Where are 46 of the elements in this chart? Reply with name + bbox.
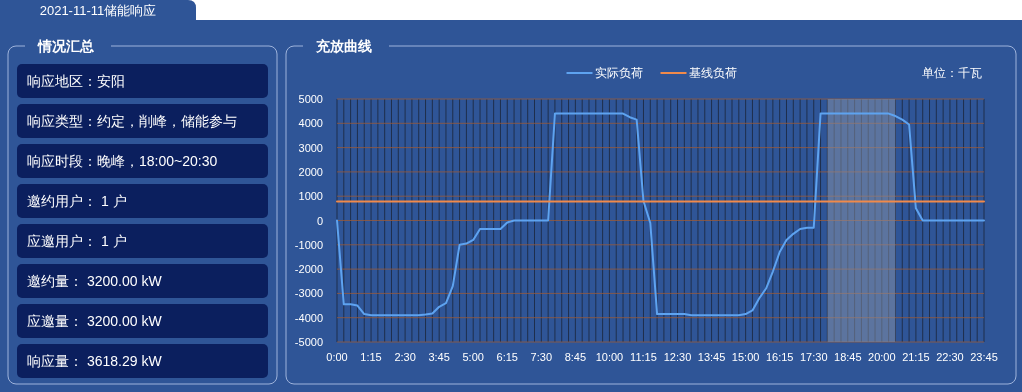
x-tick-label: 12:30 <box>663 351 692 363</box>
y-tick-label: 2000 <box>298 165 323 178</box>
x-tick-label: 16:15 <box>765 351 794 363</box>
x-tick-label: 5:00 <box>462 351 484 363</box>
text: 响应类型：约定，削峰，储能参与 <box>27 113 237 129</box>
text: 情况汇总 <box>37 38 94 54</box>
legend-label: 基线负荷 <box>688 66 737 80</box>
x-tick-label: 10:00 <box>595 351 624 363</box>
x-tick-label: 23:45 <box>970 351 998 363</box>
y-tick-label: 1000 <box>298 190 323 203</box>
x-tick-label: 20:00 <box>868 351 896 363</box>
x-tick-label: 22:30 <box>936 351 964 363</box>
x-tick-label: 15:00 <box>731 351 760 363</box>
chart-title: 充放曲线 <box>315 38 372 54</box>
x-tick-label: 1:15 <box>360 351 382 363</box>
y-tick-label: 0 <box>316 214 323 227</box>
y-tick-label: -1000 <box>294 238 323 251</box>
text: 响应地区：安阳 <box>27 73 125 89</box>
x-tick-label: 0:00 <box>326 351 348 363</box>
y-axis-title: 单位：千瓦 <box>922 66 982 80</box>
y-tick-label: -2000 <box>294 263 323 276</box>
y-tick-label: 3000 <box>298 141 323 154</box>
text: 应邀用户： 1 户 <box>27 233 127 249</box>
x-tick-label: 11:15 <box>630 351 657 363</box>
text: 2021-11-11储能响应 <box>39 3 157 18</box>
text: 邀约量： 3200.00 kW <box>27 273 163 289</box>
x-tick-label: 7:30 <box>530 351 553 363</box>
x-tick-label: 3:45 <box>428 351 450 363</box>
legend-label: 实际负荷 <box>594 66 643 80</box>
x-tick-label: 21:15 <box>902 351 930 363</box>
text: 响应时段：晚峰，18:00~20:30 <box>27 153 218 169</box>
line-series <box>336 112 985 317</box>
y-tick-label: -4000 <box>294 311 323 324</box>
x-tick-label: 13:45 <box>697 351 726 363</box>
x-tick-label: 18:45 <box>834 351 862 363</box>
x-tick-label: 8:45 <box>564 351 587 363</box>
x-tick-label: 6:15 <box>496 351 518 363</box>
y-tick-label: 5000 <box>298 93 323 105</box>
y-tick-label: -5000 <box>294 336 323 348</box>
text: 邀约用户： 1 户 <box>27 193 127 209</box>
x-tick-label: 17:30 <box>799 351 828 363</box>
y-tick-label: -3000 <box>294 287 323 300</box>
text: 应邀量： 3200.00 kW <box>27 313 163 329</box>
text: 响应量： 3618.29 kW <box>27 353 163 369</box>
y-tick-label: 4000 <box>298 117 323 130</box>
x-tick-label: 2:30 <box>394 351 416 363</box>
